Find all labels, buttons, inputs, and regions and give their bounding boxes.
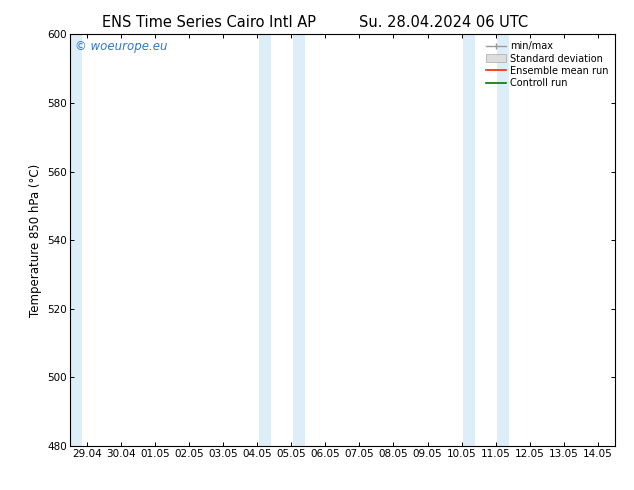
Bar <box>463 34 476 446</box>
Text: Su. 28.04.2024 06 UTC: Su. 28.04.2024 06 UTC <box>359 15 528 30</box>
Text: ENS Time Series Cairo Intl AP: ENS Time Series Cairo Intl AP <box>102 15 316 30</box>
Bar <box>259 34 271 446</box>
Bar <box>498 34 509 446</box>
Bar <box>293 34 305 446</box>
Text: © woeurope.eu: © woeurope.eu <box>75 41 167 53</box>
Legend: min/max, Standard deviation, Ensemble mean run, Controll run: min/max, Standard deviation, Ensemble me… <box>484 39 610 90</box>
Bar <box>70 34 82 446</box>
Y-axis label: Temperature 850 hPa (°C): Temperature 850 hPa (°C) <box>29 164 42 317</box>
